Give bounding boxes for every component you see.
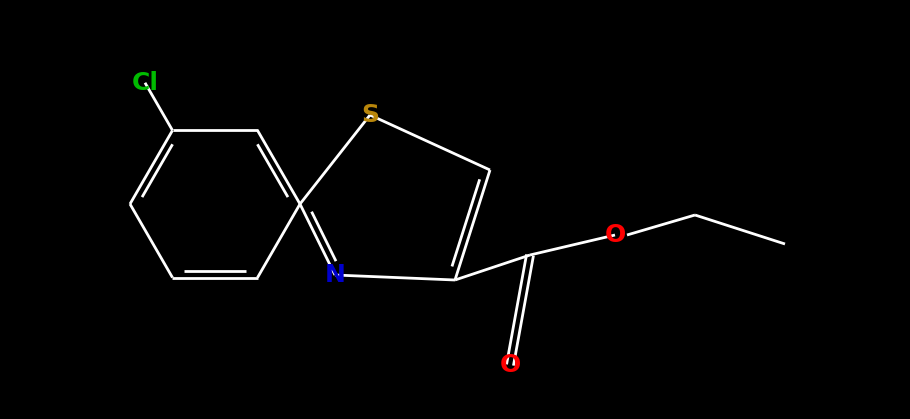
Text: O: O <box>604 223 626 247</box>
Text: N: N <box>325 263 346 287</box>
Text: S: S <box>361 103 379 127</box>
Text: Cl: Cl <box>132 71 158 95</box>
Text: O: O <box>500 353 521 377</box>
